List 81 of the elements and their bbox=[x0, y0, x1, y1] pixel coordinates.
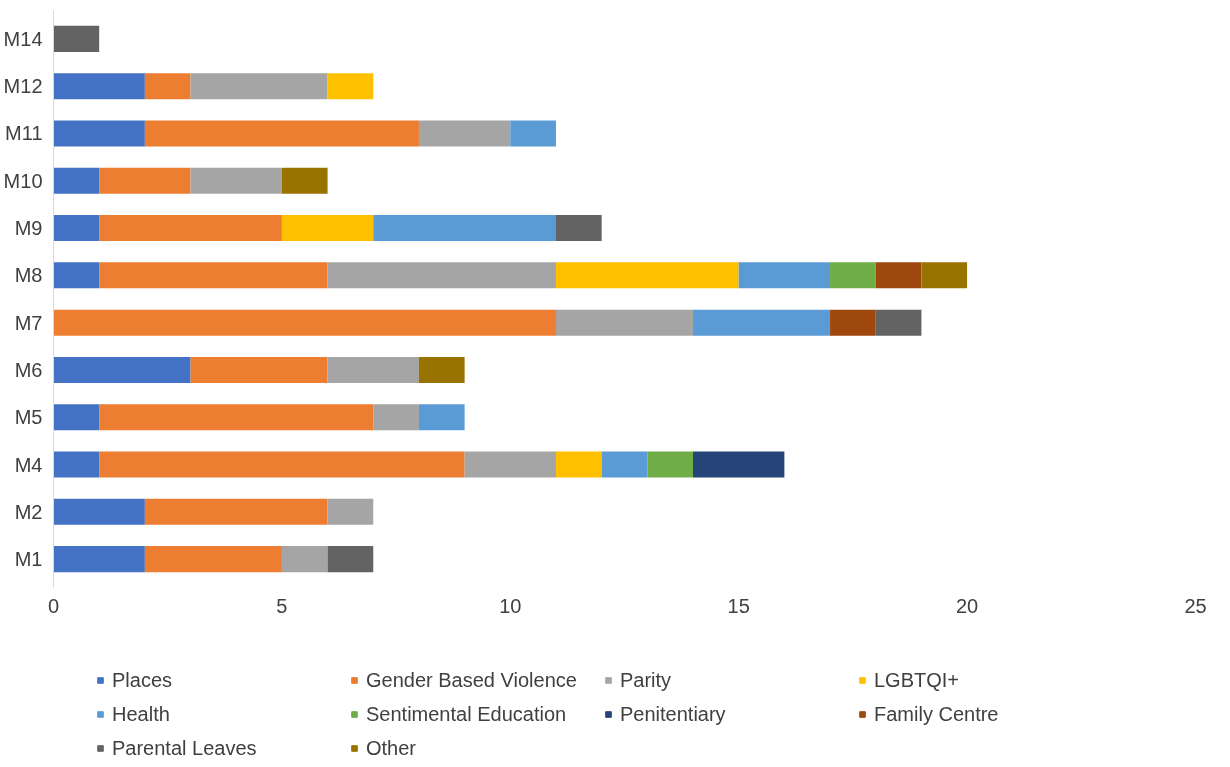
legend-label: Parity bbox=[620, 668, 673, 692]
bar bbox=[738, 262, 831, 289]
x-tick-label: 5 bbox=[276, 594, 288, 617]
y-tick-label: M9 bbox=[14, 217, 43, 240]
x-tick-label: 20 bbox=[955, 594, 979, 617]
legend-label: Family Centre bbox=[874, 702, 1000, 726]
legend-label: Sentimental Education bbox=[366, 702, 568, 726]
bar bbox=[327, 546, 374, 573]
bar bbox=[555, 262, 739, 289]
bar bbox=[281, 215, 374, 242]
bar bbox=[53, 309, 556, 336]
bar bbox=[144, 120, 419, 147]
bar bbox=[99, 262, 328, 289]
bar bbox=[693, 309, 831, 336]
bar bbox=[555, 215, 602, 242]
y-tick-label: M5 bbox=[14, 406, 43, 429]
bar bbox=[53, 498, 145, 525]
bar bbox=[281, 546, 328, 573]
bar bbox=[601, 451, 648, 478]
bar bbox=[921, 262, 968, 289]
y-tick-label: M4 bbox=[14, 453, 43, 476]
bar bbox=[99, 215, 282, 242]
x-tick-label: 10 bbox=[499, 594, 522, 617]
bar bbox=[875, 262, 922, 289]
bar bbox=[53, 546, 145, 573]
bar bbox=[418, 120, 511, 147]
bar bbox=[373, 215, 556, 242]
y-tick-label: M2 bbox=[14, 500, 43, 523]
bar bbox=[327, 498, 374, 525]
bar bbox=[53, 262, 100, 289]
y-tick-label: M11 bbox=[5, 122, 43, 145]
bar bbox=[190, 73, 328, 100]
y-tick-label: M12 bbox=[3, 75, 43, 98]
bar bbox=[144, 498, 328, 525]
bar bbox=[53, 215, 100, 242]
bar bbox=[190, 167, 282, 194]
x-tick-label: 0 bbox=[47, 594, 60, 617]
y-tick-label: M7 bbox=[14, 311, 43, 334]
legend-label: LGBTQI+ bbox=[874, 668, 961, 692]
y-tick-label: M10 bbox=[3, 169, 43, 192]
bar bbox=[373, 404, 419, 431]
bar bbox=[53, 356, 191, 383]
y-tick-label: M8 bbox=[14, 264, 43, 287]
legend-label: Other bbox=[366, 736, 418, 760]
bar bbox=[99, 451, 465, 478]
bar bbox=[555, 451, 602, 478]
bar bbox=[647, 451, 694, 478]
legend-label: Penitentiary bbox=[620, 702, 727, 726]
bar bbox=[53, 167, 100, 194]
x-tick-label: 15 bbox=[727, 594, 750, 617]
y-tick-label: M1 bbox=[14, 548, 43, 571]
bar bbox=[144, 73, 191, 100]
bar bbox=[875, 309, 922, 336]
bar bbox=[830, 262, 876, 289]
bar bbox=[555, 309, 694, 336]
bar bbox=[327, 73, 374, 100]
y-tick-label: M14 bbox=[3, 27, 43, 50]
legend-label: Gender Based Violence bbox=[366, 668, 578, 692]
legend-label: Health bbox=[112, 702, 171, 726]
y-tick-label: M6 bbox=[14, 358, 43, 381]
bar bbox=[53, 120, 145, 147]
bar bbox=[99, 167, 191, 194]
bar bbox=[510, 120, 556, 147]
legend-label: Parental Leaves bbox=[112, 736, 258, 760]
bar bbox=[53, 73, 145, 100]
bar bbox=[281, 167, 328, 194]
bar bbox=[53, 404, 100, 431]
x-tick-label: 25 bbox=[1184, 594, 1207, 617]
bar bbox=[190, 356, 328, 383]
bar bbox=[99, 404, 374, 431]
bar bbox=[830, 309, 876, 336]
bar bbox=[327, 356, 419, 383]
bar bbox=[53, 451, 100, 478]
bar bbox=[327, 262, 556, 289]
bar bbox=[53, 25, 100, 52]
bar bbox=[144, 546, 282, 573]
bar bbox=[464, 451, 556, 478]
bar bbox=[693, 451, 785, 478]
bar bbox=[418, 356, 465, 383]
legend-label: Places bbox=[112, 668, 174, 692]
bar bbox=[418, 404, 465, 431]
